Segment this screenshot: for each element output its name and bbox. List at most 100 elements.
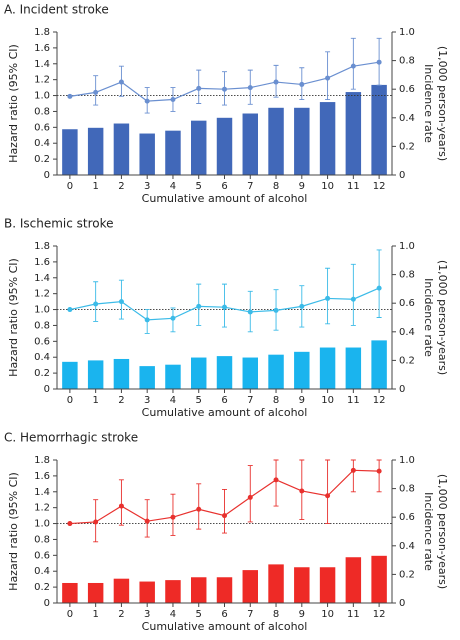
y-tick-label: 0 — [44, 598, 50, 609]
panel: C. Hemorrhagic stroke 0 0.2 0.4 0.6 0.8 1.0 1.2… — [4, 431, 449, 634]
point — [170, 97, 176, 103]
panel: A. Incident stroke 0 0.2 0.4 0.6 0.8 1.0 1.2 1.4… — [4, 3, 449, 206]
error-bar — [376, 249, 382, 318]
x-tick-label: 7 — [247, 395, 253, 406]
point — [93, 519, 99, 525]
point — [325, 295, 331, 301]
point — [93, 89, 99, 95]
bar — [216, 577, 233, 603]
error-bar — [222, 488, 227, 534]
bar — [294, 351, 310, 389]
error-bar — [196, 483, 202, 530]
point — [118, 299, 124, 305]
bar — [319, 567, 336, 603]
y-tick-label: 0.8 — [34, 106, 50, 117]
panel: B. Ischemic stroke 0 0.2 0.4 0.6 0.8 1.0 1.2 1.4… — [4, 217, 449, 420]
point — [247, 494, 253, 500]
y2-tick-label: 0.2 — [399, 141, 415, 152]
bar — [345, 557, 362, 603]
x-tick-label: 10 — [321, 609, 334, 620]
x-tick-label: 3 — [144, 395, 150, 406]
point — [118, 79, 124, 85]
bar — [62, 582, 78, 603]
bar — [191, 120, 207, 175]
bar — [345, 92, 362, 175]
point — [67, 521, 73, 527]
y2-tick-label: 0.6 — [399, 84, 415, 95]
y2-tick-label: 0 — [399, 384, 405, 395]
x-tick-label: 11 — [347, 181, 360, 192]
point — [376, 468, 382, 474]
x-tick-label: 7 — [247, 609, 253, 620]
bar — [87, 360, 104, 389]
y-tick-label: 1.0 — [34, 91, 50, 102]
bar — [319, 102, 336, 175]
point — [299, 303, 305, 309]
point — [350, 296, 356, 302]
bar — [371, 84, 387, 175]
y2-tick-label: 1.0 — [399, 241, 415, 252]
bar — [87, 127, 104, 175]
point — [170, 315, 176, 321]
x-tick-label: 3 — [144, 609, 150, 620]
y-tick-label: 1.0 — [34, 305, 50, 316]
point — [325, 493, 331, 499]
x-tick-label: 6 — [221, 609, 227, 620]
y-tick-label: 1.2 — [34, 75, 50, 86]
point — [170, 514, 176, 520]
point — [273, 79, 279, 85]
point — [325, 75, 331, 81]
y-tick-label: 0.4 — [34, 138, 50, 149]
y2-axis-title: Incidence rate — [422, 64, 435, 143]
y2-tick-label: 0.8 — [399, 484, 415, 495]
point — [222, 304, 227, 310]
bar — [191, 577, 207, 603]
bar — [139, 366, 155, 389]
y-tick-label: 1.2 — [34, 289, 50, 300]
y-tick-label: 0.4 — [34, 352, 50, 363]
y-axis-title: Hazard ratio (95% CI) — [7, 258, 20, 377]
x-tick-label: 12 — [373, 395, 386, 406]
bar — [165, 364, 181, 389]
y-tick-label: 1.6 — [34, 471, 50, 482]
bar — [113, 578, 130, 603]
y2-axis-title: Incidence rate — [422, 278, 435, 357]
error-bar — [325, 459, 331, 525]
error-bar — [350, 459, 356, 493]
y-tick-label: 1.8 — [34, 455, 50, 466]
point — [376, 59, 382, 65]
x-tick-label: 2 — [118, 395, 124, 406]
point — [350, 63, 356, 69]
bar — [268, 564, 284, 603]
bar — [62, 361, 78, 389]
bar — [87, 582, 104, 603]
point — [144, 518, 150, 524]
point — [196, 85, 202, 91]
y2-axis-title: (1,000 person-years) — [436, 260, 449, 375]
point — [273, 477, 279, 483]
x-tick-label: 1 — [92, 181, 98, 192]
error-bar — [247, 465, 253, 523]
error-bar — [273, 459, 279, 507]
x-tick-label: 4 — [170, 395, 176, 406]
y-tick-label: 0.8 — [34, 320, 50, 331]
bar — [242, 570, 258, 603]
y-tick-label: 1.4 — [34, 273, 50, 284]
y2-tick-label: 0.8 — [399, 270, 415, 281]
point — [196, 303, 202, 309]
bar — [165, 580, 181, 603]
y-tick-label: 0.4 — [34, 566, 50, 577]
y-tick-label: 0.2 — [34, 582, 50, 593]
bar — [268, 107, 284, 175]
x-tick-label: 10 — [321, 181, 334, 192]
bar — [216, 356, 233, 389]
bar — [62, 129, 78, 175]
bar — [371, 340, 387, 389]
bar — [191, 357, 207, 389]
y2-tick-label: 0.6 — [399, 298, 415, 309]
x-tick-label: 5 — [196, 609, 202, 620]
x-tick-label: 2 — [118, 181, 124, 192]
bar — [165, 130, 181, 175]
y2-tick-label: 0.8 — [399, 56, 415, 67]
y2-tick-label: 0.4 — [399, 113, 415, 124]
